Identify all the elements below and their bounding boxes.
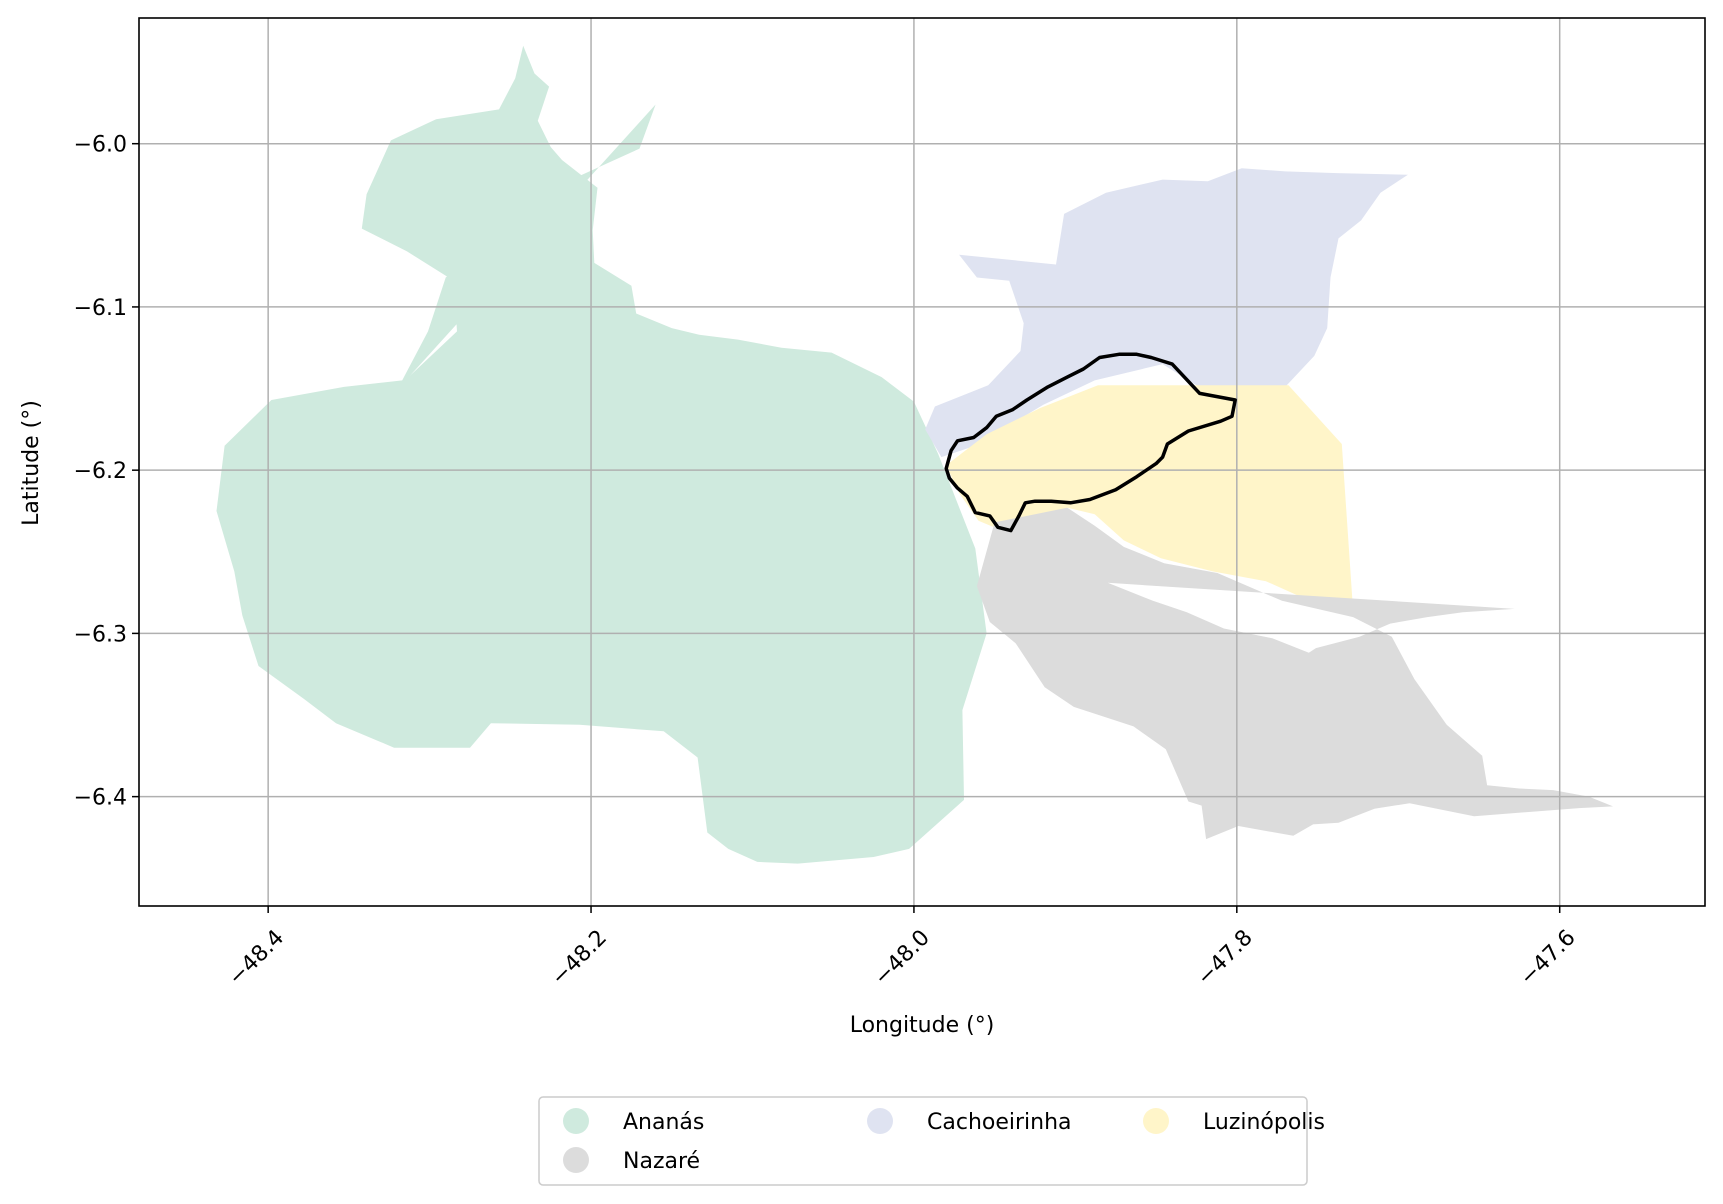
legend-marker-ananas xyxy=(563,1108,589,1134)
y-tick-label: −6.2 xyxy=(74,459,127,484)
outline-layer xyxy=(944,352,1237,533)
regions-layer xyxy=(216,45,1613,864)
y-axis-title: Latitude (°) xyxy=(19,400,44,526)
x-tick-label: −48.2 xyxy=(547,925,612,990)
region-nazare xyxy=(976,507,1613,840)
x-tick-label: −47.8 xyxy=(1192,925,1257,990)
legend-marker-cachoeirinha xyxy=(867,1108,893,1134)
x-tick-label: −48.0 xyxy=(870,925,935,990)
y-tick-label: −6.4 xyxy=(74,786,127,811)
x-axis-title: Longitude (°) xyxy=(850,1013,995,1038)
legend-label-luzinopolis: Luzinópolis xyxy=(1203,1110,1325,1135)
region-cachoeirinha xyxy=(925,168,1408,458)
grid-layer xyxy=(139,18,1705,906)
x-tick-label: −47.6 xyxy=(1515,925,1580,990)
x-tick-label: −48.4 xyxy=(224,925,289,990)
y-tick-label: −6.0 xyxy=(74,133,127,158)
legend-frame xyxy=(538,1096,1308,1186)
region-luzinopolis xyxy=(946,385,1354,611)
y-tick-label: −6.1 xyxy=(74,296,127,321)
y-tick-label: −6.3 xyxy=(74,622,127,647)
legend-label-ananas: Ananás xyxy=(623,1110,704,1135)
legend: Ananás Cachoeirinha Luzinópolis Nazaré xyxy=(538,1096,1325,1186)
legend-label-nazare: Nazaré xyxy=(623,1149,700,1174)
legend-marker-luzinopolis xyxy=(1143,1108,1169,1134)
region-ananas xyxy=(216,45,987,864)
legend-label-cachoeirinha: Cachoeirinha xyxy=(927,1110,1072,1135)
highlight-outline xyxy=(944,352,1237,533)
legend-marker-nazare xyxy=(563,1147,589,1173)
plot-frame xyxy=(138,17,1706,907)
